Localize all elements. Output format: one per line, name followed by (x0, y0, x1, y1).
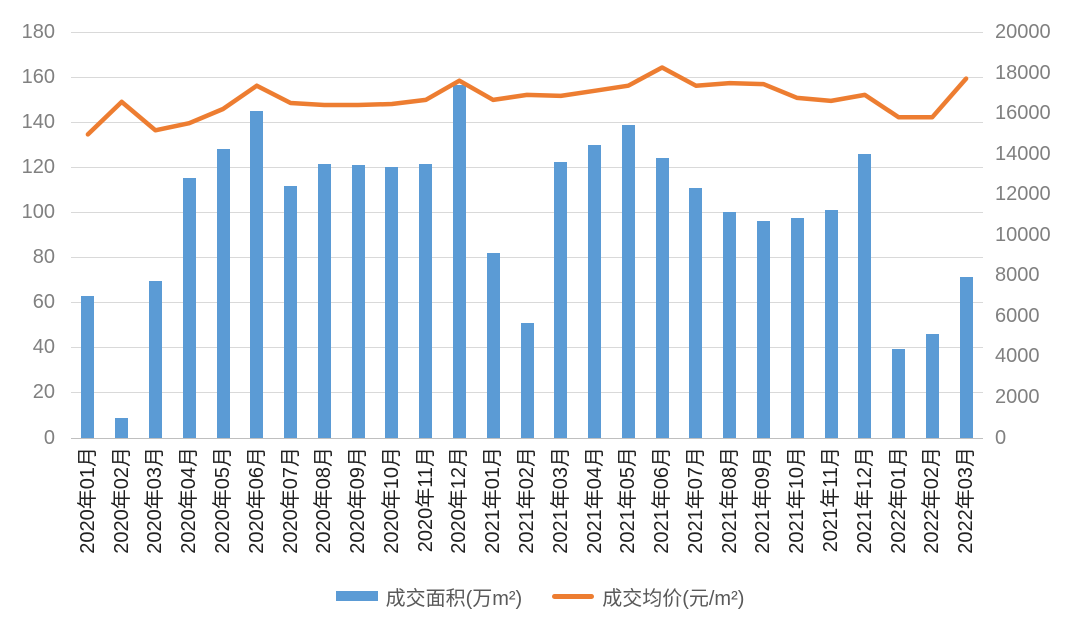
x-axis-category-label: 2020年11月 (414, 447, 437, 553)
y-axis-tick-right: 6000 (995, 304, 1040, 327)
x-axis-category-label: 2021年04月 (583, 447, 606, 554)
x-axis-category-label: 2021年05月 (617, 447, 640, 554)
area-series-label: 成交面积(万m²) (385, 587, 523, 610)
area-series-swatch (335, 591, 378, 601)
bar (385, 166, 399, 438)
y-axis-tick-left: 60 (32, 291, 55, 314)
y-axis-tick-left: 140 (21, 111, 55, 134)
y-axis-tick-right: 10000 (995, 223, 1051, 246)
bar (182, 177, 196, 438)
legend-item-price: 成交均价(元/m²) (552, 582, 744, 611)
x-axis-category-label: 2020年01月 (76, 447, 99, 554)
bar (520, 323, 534, 438)
x-axis-category-label: 2021年08月 (718, 447, 741, 554)
bar (452, 85, 466, 438)
y-axis-tick-left: 80 (32, 246, 55, 269)
x-axis-category-label: 2022年02月 (921, 447, 944, 554)
bar (216, 148, 230, 438)
bar (723, 211, 737, 438)
bar (148, 281, 162, 438)
y-axis-tick-left: 20 (32, 381, 55, 404)
bar (588, 145, 602, 438)
x-axis-category-label: 2022年01月 (887, 447, 910, 554)
bar (892, 349, 906, 438)
bar (554, 162, 568, 438)
x-axis-category-label: 2021年07月 (684, 447, 707, 554)
price-line (85, 65, 969, 137)
gridline (71, 257, 983, 259)
price-series-swatch (552, 593, 595, 599)
bar (824, 210, 838, 438)
x-axis-category-label: 2020年04月 (178, 447, 201, 554)
x-axis-category-label: 2020年07月 (279, 447, 302, 554)
bar (351, 165, 365, 438)
x-axis-category-label: 2020年03月 (144, 447, 167, 554)
bar (689, 187, 703, 438)
bar (419, 164, 433, 438)
x-axis-category-label: 2020年06月 (245, 447, 268, 554)
bar (81, 296, 95, 438)
y-axis-tick-right: 16000 (995, 102, 1051, 125)
y-axis-tick-right: 2000 (995, 385, 1040, 408)
x-axis-category-label: 2021年06月 (651, 447, 674, 554)
bar (959, 276, 973, 438)
bar (317, 164, 331, 438)
bar (790, 218, 804, 438)
x-axis-category-label: 2021年03月 (549, 447, 572, 554)
x-axis-category-label: 2020年10月 (380, 447, 403, 554)
y-axis-tick-right: 8000 (995, 264, 1040, 287)
gridline (71, 122, 983, 124)
bar (858, 154, 872, 438)
y-axis-tick-left: 180 (21, 21, 55, 43)
x-axis-category-label: 2022年03月 (955, 447, 978, 554)
x-axis-category-label: 2020年08月 (313, 447, 336, 554)
y-axis-tick-right: 20000 (995, 21, 1051, 43)
y-axis-tick-right: 14000 (995, 142, 1051, 165)
x-axis-category-label: 2021年12月 (853, 447, 876, 554)
gridline (71, 167, 983, 169)
legend: 成交面积(万m²) 成交均价(元/m²) (0, 582, 1080, 611)
y-axis-tick-left: 40 (32, 336, 55, 359)
x-axis-line (71, 437, 983, 439)
y-axis-tick-left: 160 (21, 66, 55, 89)
y-axis-tick-right: 4000 (995, 345, 1040, 368)
gridline (71, 77, 983, 79)
x-axis-category-label: 2020年12月 (448, 447, 471, 554)
y-axis-tick-right: 12000 (995, 183, 1051, 206)
price-line-layer (85, 65, 969, 137)
bar (250, 111, 264, 438)
bar (284, 185, 298, 438)
x-axis-category-label: 2021年02月 (516, 447, 538, 554)
x-axis-category-label: 2021年09月 (752, 447, 775, 554)
y-axis-tick-right: 0 (995, 426, 1007, 449)
gridline (71, 32, 983, 33)
y-axis-tick-left: 100 (21, 201, 55, 224)
bar (925, 334, 939, 438)
y-axis-tick-left: 0 (43, 426, 55, 449)
gridline (71, 212, 983, 214)
y-axis-tick-left: 120 (21, 156, 55, 179)
x-axis-category-label: 2020年02月 (110, 447, 133, 554)
legend-item-area: 成交面积(万m²) (335, 582, 523, 611)
price-series-label: 成交均价(元/m²) (602, 587, 745, 610)
plot-area (71, 32, 983, 439)
x-axis-category-label: 2021年10月 (786, 447, 809, 554)
gridline (71, 302, 983, 304)
bar (621, 124, 635, 438)
bar (756, 220, 770, 438)
bar (115, 417, 129, 438)
y-axis-tick-right: 18000 (995, 61, 1051, 84)
x-axis-category-label: 2020年05月 (212, 447, 234, 554)
x-axis-category-label: 2021年11月 (820, 447, 842, 553)
x-axis-category-label: 2021年01月 (482, 447, 505, 554)
bar (486, 253, 500, 438)
bar (655, 157, 669, 438)
x-axis-category-label: 2020年09月 (347, 447, 370, 554)
